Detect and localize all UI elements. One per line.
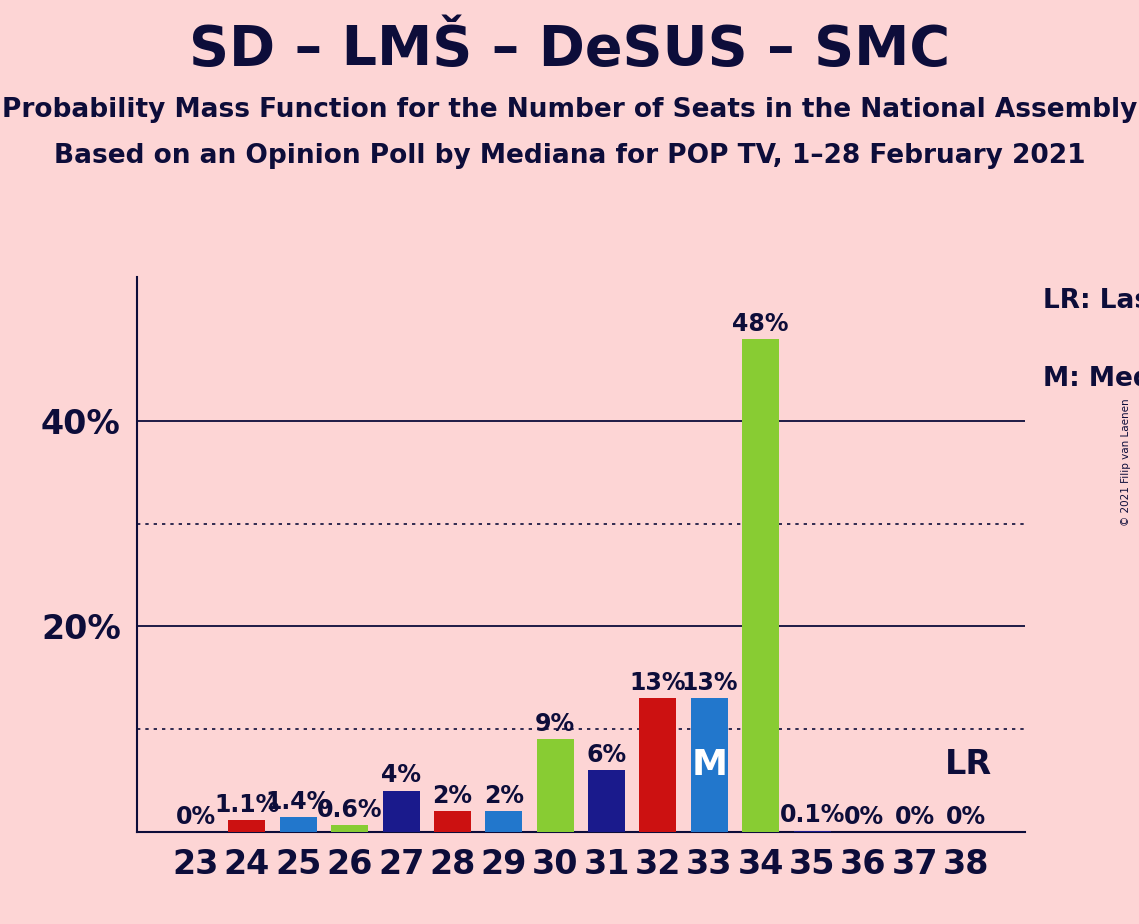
Bar	[280, 817, 317, 832]
Text: 9%: 9%	[535, 712, 575, 736]
Bar	[434, 811, 470, 832]
Text: 1.4%: 1.4%	[265, 790, 331, 814]
Text: 0%: 0%	[895, 805, 935, 829]
Text: SD – LMŠ – DeSUS – SMC: SD – LMŠ – DeSUS – SMC	[189, 23, 950, 77]
Text: 0%: 0%	[175, 805, 215, 829]
Text: 1.1%: 1.1%	[214, 793, 279, 817]
Text: M: Median: M: Median	[1043, 366, 1139, 392]
Bar	[794, 831, 830, 832]
Bar	[639, 699, 677, 832]
Bar	[536, 739, 574, 832]
Text: 4%: 4%	[382, 763, 421, 787]
Bar	[588, 770, 625, 832]
Bar	[229, 821, 265, 832]
Text: © 2021 Filip van Laenen: © 2021 Filip van Laenen	[1121, 398, 1131, 526]
Text: 6%: 6%	[587, 743, 626, 767]
Text: Probability Mass Function for the Number of Seats in the National Assembly: Probability Mass Function for the Number…	[2, 97, 1137, 123]
Bar	[691, 699, 728, 832]
Text: 13%: 13%	[630, 671, 686, 695]
Bar	[485, 811, 523, 832]
Bar	[383, 791, 419, 832]
Text: 0%: 0%	[947, 805, 986, 829]
Bar	[743, 339, 779, 832]
Text: 0%: 0%	[843, 805, 884, 829]
Text: 2%: 2%	[484, 784, 524, 808]
Bar	[331, 825, 368, 832]
Text: LR: Last Result: LR: Last Result	[1043, 288, 1139, 314]
Text: M: M	[691, 748, 728, 782]
Text: LR: LR	[944, 748, 992, 782]
Text: 0.6%: 0.6%	[317, 798, 383, 822]
Text: Based on an Opinion Poll by Mediana for POP TV, 1–28 February 2021: Based on an Opinion Poll by Mediana for …	[54, 143, 1085, 169]
Text: 0.1%: 0.1%	[779, 804, 845, 828]
Text: 2%: 2%	[433, 784, 473, 808]
Text: 48%: 48%	[732, 311, 789, 335]
Text: 13%: 13%	[681, 671, 738, 695]
